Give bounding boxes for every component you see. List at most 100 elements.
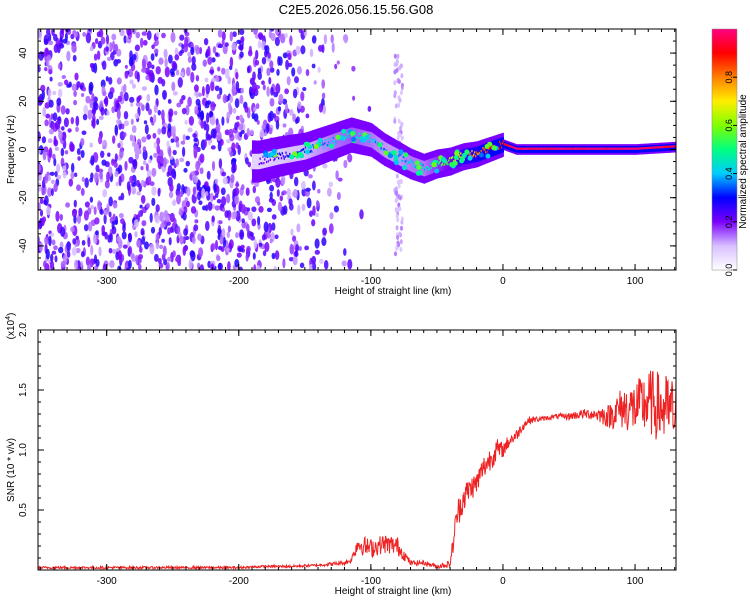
signal-band [387,143,390,160]
noise-speckle [398,206,402,212]
signal-band [347,128,349,145]
signal-core [279,153,282,156]
chart-title: C2E5.2026.056.15.56.G08 [278,2,434,17]
signal-band [398,149,400,165]
noise-speckle [56,163,61,173]
signal-core [408,161,410,164]
noise-speckle [268,197,274,203]
signal-band [447,154,449,170]
signal-band [350,127,352,144]
noise-speckle [281,190,287,195]
noise-speckle [227,102,232,110]
noise-speckle [123,91,129,102]
signal-band [487,142,490,158]
noise-speckle [123,120,130,127]
signal-core [667,145,669,148]
noise-speckle [128,56,134,67]
noise-speckle [142,146,147,153]
noise-speckle [116,77,122,85]
noise-speckle [277,55,281,66]
signal-core [509,145,511,148]
noise-speckle [44,173,49,184]
noise-speckle [119,147,124,159]
noise-speckle [262,250,267,257]
signal-core [666,145,668,148]
signal-core [558,147,560,150]
noise-speckle [292,255,298,266]
noise-speckle [155,204,160,213]
noise-speckle [116,118,122,125]
noise-speckle [112,248,116,254]
noise-speckle [171,60,177,70]
noise-speckle [238,266,243,270]
signal-core [288,155,290,158]
noise-speckle [398,98,402,103]
signal-band [436,156,439,172]
noise-speckle [239,94,244,105]
noise-speckle [217,43,224,49]
noise-speckle [210,263,215,270]
noise-speckle [58,246,64,254]
noise-speckle [139,37,144,48]
noise-speckle [330,34,334,44]
signal-core [475,155,477,158]
signal-core [260,162,262,165]
noise-speckle [311,35,317,44]
noise-speckle [195,46,200,55]
noise-speckle [61,74,67,80]
noise-speckle [215,75,220,83]
noise-speckle [190,250,196,262]
x-tick-label: -100 [361,276,381,287]
signal-core [664,145,666,148]
signal-core [538,147,541,150]
noise-speckle [297,204,301,216]
noise-speckle [261,56,267,65]
signal-core [581,147,583,150]
signal-band [327,135,330,152]
noise-speckle [87,221,93,232]
signal-core [404,160,406,163]
noise-speckle [155,233,160,242]
signal-core [497,146,499,149]
signal-band [489,141,491,158]
noise-speckle [395,58,399,64]
signal-core [641,147,643,150]
noise-speckle [189,173,193,181]
noise-speckle [100,106,105,116]
signal-core [324,142,326,145]
signal-core [459,155,461,159]
noise-speckle [124,71,129,78]
noise-speckle [122,244,128,249]
noise-speckle [157,76,163,84]
signal-core [635,147,638,150]
signal-band [263,152,265,169]
noise-speckle [234,187,240,197]
signal-blob [329,143,335,149]
noise-speckle [170,31,176,43]
signal-core [406,163,408,166]
signal-core [656,146,658,149]
noise-speckle [118,213,124,219]
signal-blob [335,134,341,140]
noise-speckle [65,202,71,208]
signal-band [287,147,289,163]
noise-speckle [92,233,97,244]
signal-core [429,162,431,165]
noise-speckle [42,106,47,117]
noise-speckle [167,227,171,235]
signal-core [425,168,427,171]
signal-band [468,148,470,164]
noise-speckle [175,141,180,148]
noise-speckle [229,31,233,42]
signal-core [609,147,611,150]
signal-band [355,128,357,144]
x-tick-label: -300 [97,276,117,287]
noise-speckle [114,153,118,162]
signal-blob [464,149,470,155]
noise-speckle [140,165,144,171]
noise-speckle [256,119,260,125]
signal-core [518,147,520,150]
noise-speckle [227,147,232,152]
signal-core [364,140,367,143]
signal-core [490,147,492,150]
